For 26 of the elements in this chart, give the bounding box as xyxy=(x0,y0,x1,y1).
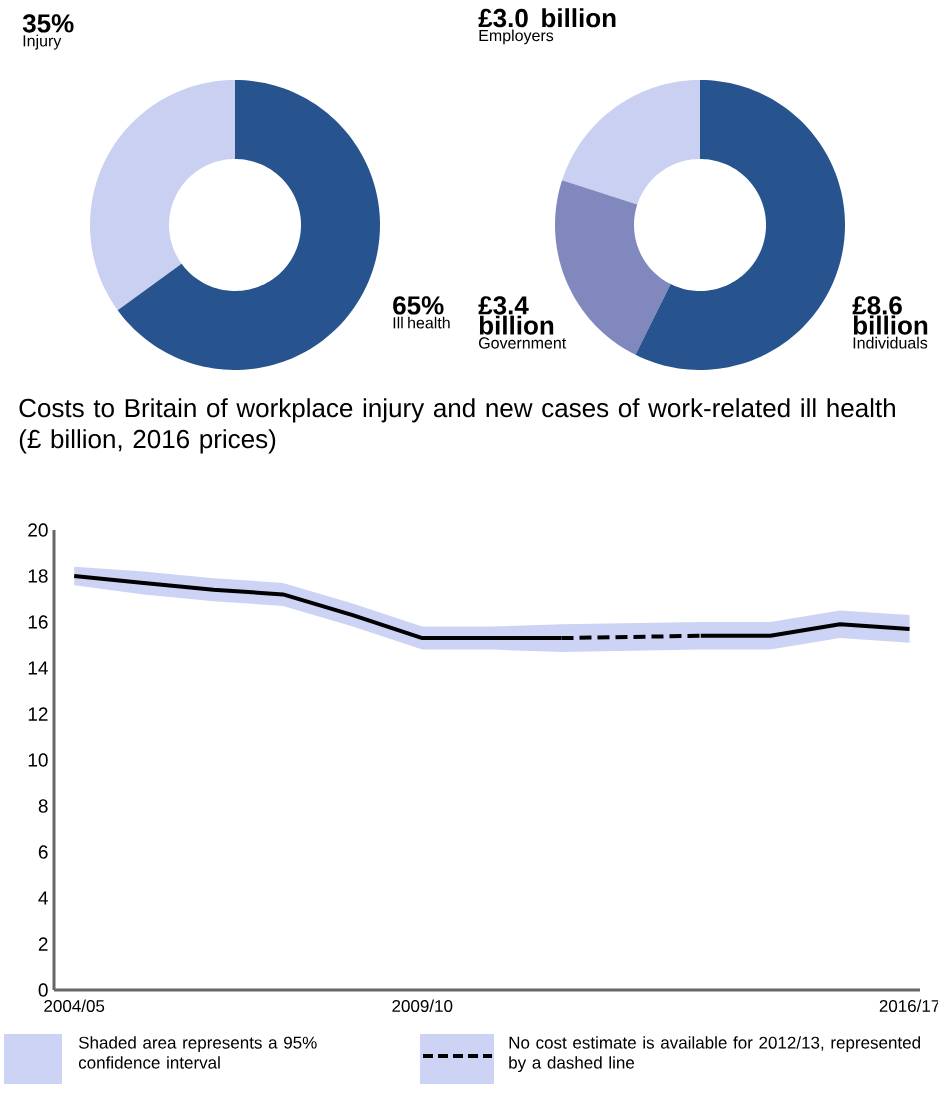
slice-label: Individuals xyxy=(853,336,928,349)
slice-label: Ill health xyxy=(393,316,450,329)
data-label: £3.4 billion xyxy=(478,296,554,335)
y-tick-label: 16 xyxy=(28,615,48,629)
slice-label: Government xyxy=(479,337,567,349)
slice-label: Employers xyxy=(479,29,554,45)
data-label: £8.6 billion xyxy=(852,296,928,335)
y-tick-label: 2 xyxy=(38,937,48,951)
data-label: £3.0 billion xyxy=(478,8,616,28)
y-tick-label: 18 xyxy=(28,569,48,583)
y-tick-label: 6 xyxy=(38,845,48,859)
slice-label: Injury xyxy=(23,34,62,50)
y-tick-label: 14 xyxy=(28,661,48,675)
text: No cost estimate is available for 2012/13, represented by a dashed line xyxy=(509,1036,920,1073)
y-tick-label: 12 xyxy=(28,707,48,721)
y-tick-label: 20 xyxy=(28,523,48,537)
y-tick-label: 10 xyxy=(28,753,48,767)
x-tick-label: 2004/05 xyxy=(44,999,105,1013)
data-label: 35% xyxy=(22,14,74,33)
x-tick-label: 2009/10 xyxy=(392,999,453,1013)
y-tick-label: 8 xyxy=(38,799,48,813)
data-label: 65% xyxy=(393,296,444,315)
text: Shaded area represents a 95% confidence interval xyxy=(78,1036,317,1069)
y-tick-label: 0 xyxy=(38,983,48,997)
y-tick-label: 4 xyxy=(38,891,48,905)
chart-title: Costs to Britain of workplace injury and new cases of work-related ill health (£ billion, 2016 prices) xyxy=(19,398,895,454)
